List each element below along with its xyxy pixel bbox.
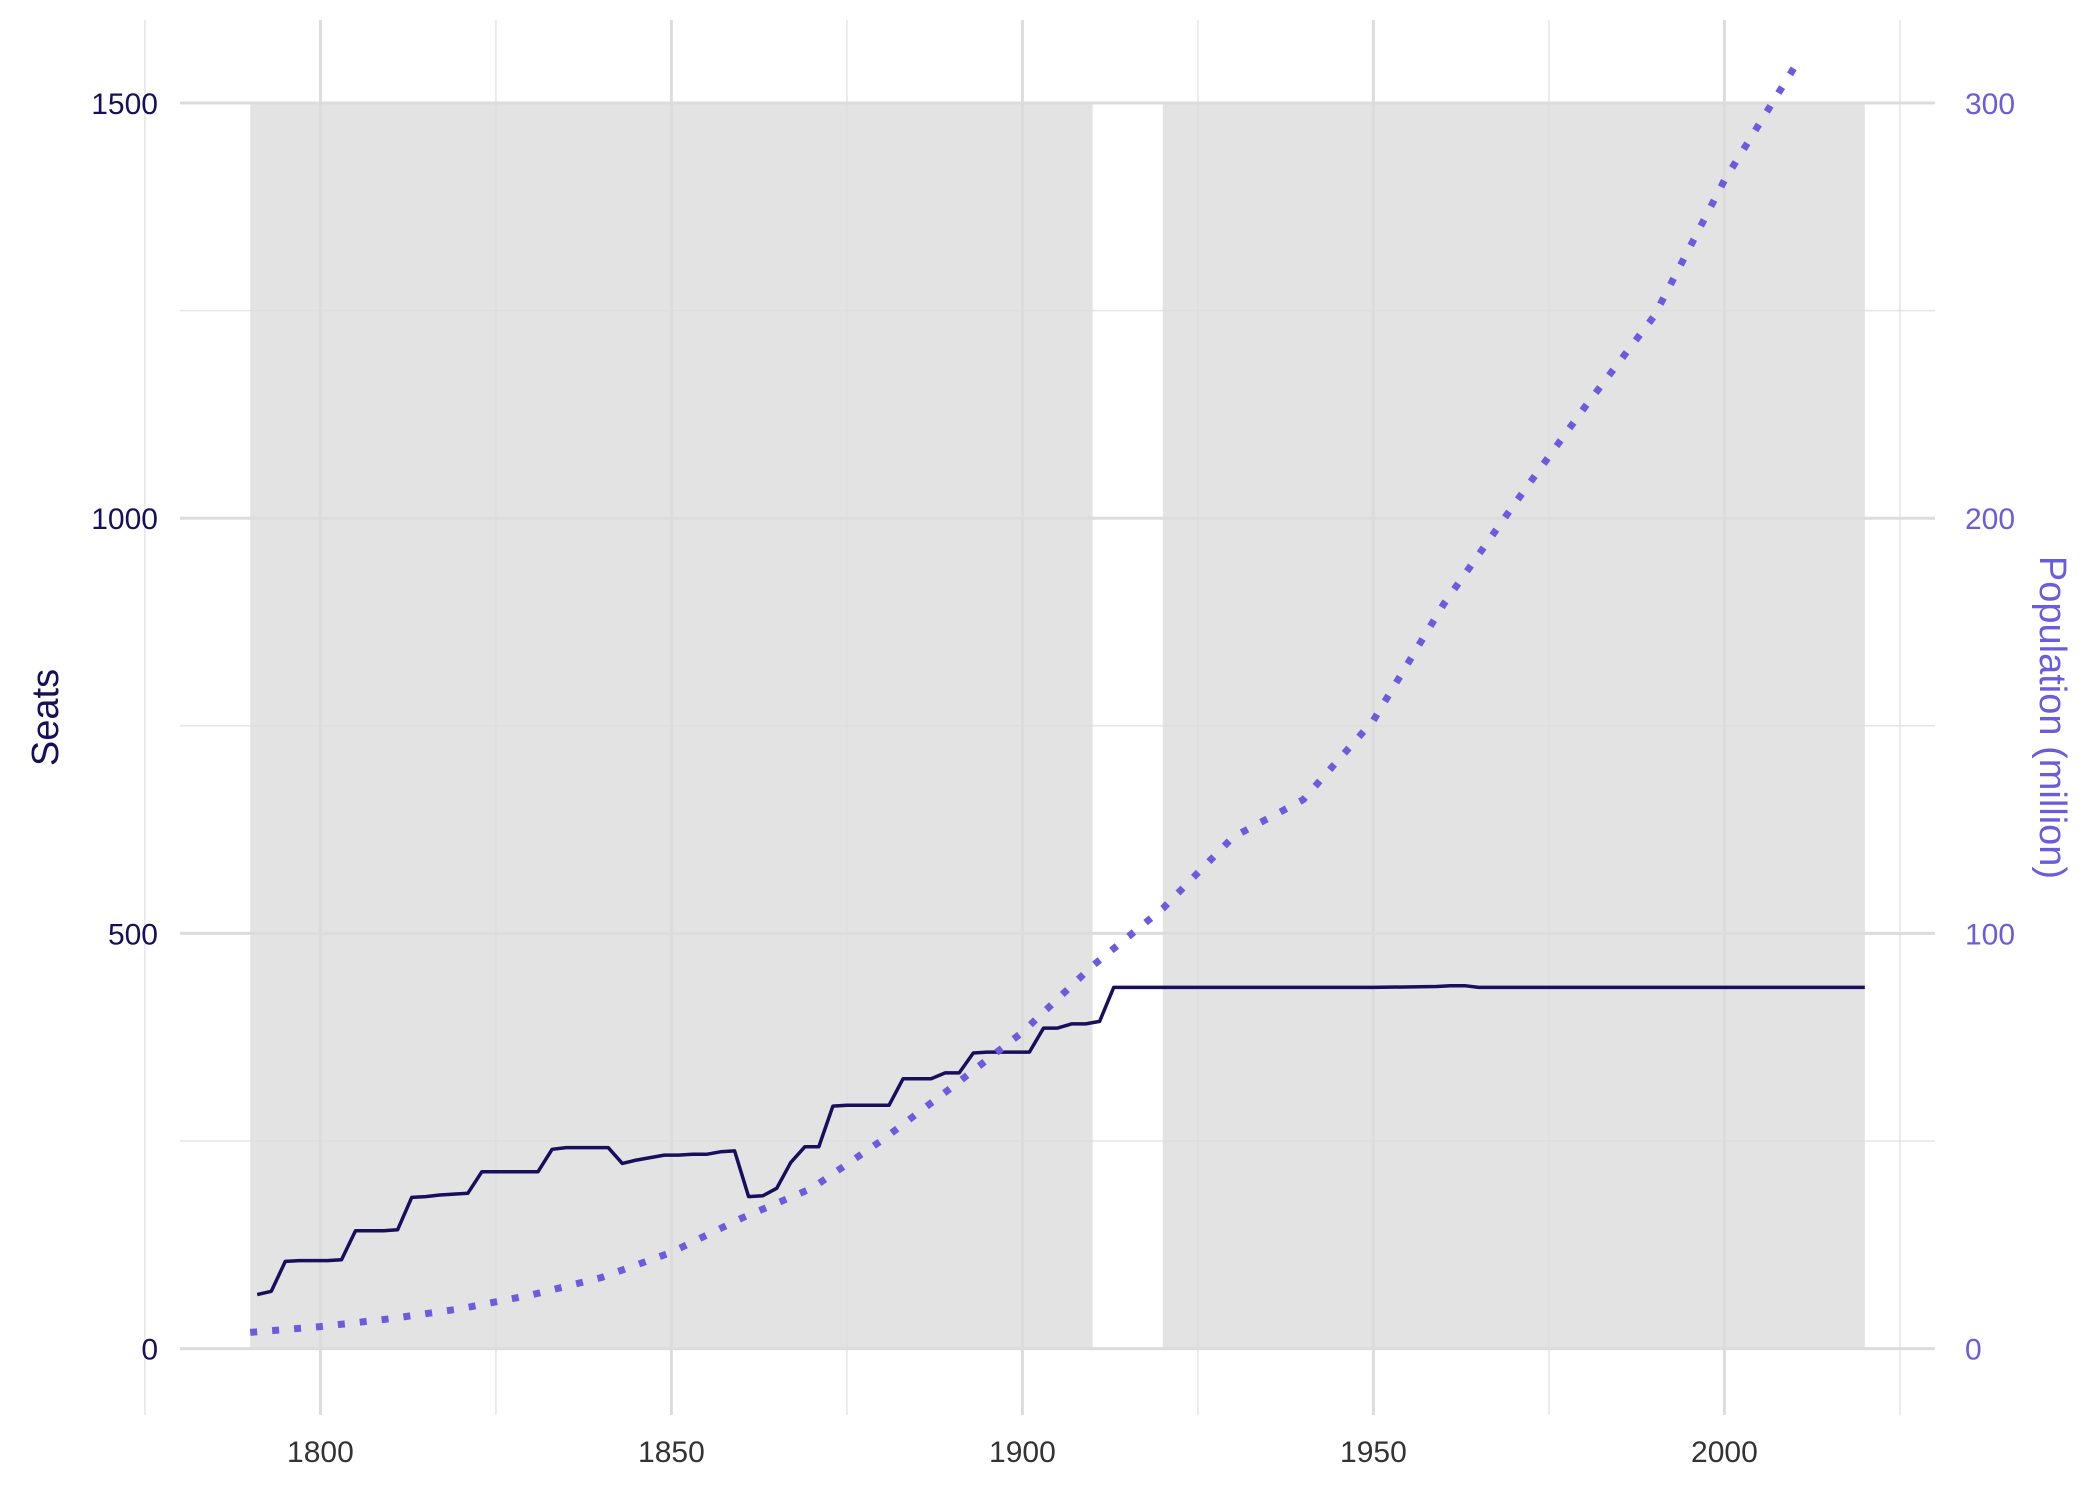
x-tick-label: 1950 (1340, 1436, 1407, 1469)
y-right-tick-label: 0 (1965, 1334, 1982, 1367)
y-right-tick-label: 200 (1965, 503, 2015, 536)
y-tick-label: 1500 (91, 88, 158, 121)
y-tick-label: 1000 (91, 503, 158, 536)
seats-line (256, 983, 1865, 1297)
tick-labels: 1800 1850 1900 1950 2000 0 500 1000 1500 0 100 200 3… (91, 88, 2015, 1469)
y-right-tick-label: 300 (1965, 88, 2015, 121)
x-tick-label: 1900 (989, 1436, 1056, 1469)
y-axis-right-title: Population (million) (2031, 556, 2073, 879)
series-layer (249, 65, 1865, 1336)
x-tick-label: 1800 (287, 1436, 354, 1469)
y-axis-title: Seats (25, 669, 67, 766)
y-right-tick-label: 100 (1965, 918, 2015, 951)
y-tick-label: 500 (108, 918, 158, 951)
x-tick-label: 1850 (638, 1436, 705, 1469)
grid-lines (144, 20, 1935, 1415)
x-tick-label: 2000 (1691, 1436, 1758, 1469)
y-tick-label: 0 (141, 1334, 158, 1367)
